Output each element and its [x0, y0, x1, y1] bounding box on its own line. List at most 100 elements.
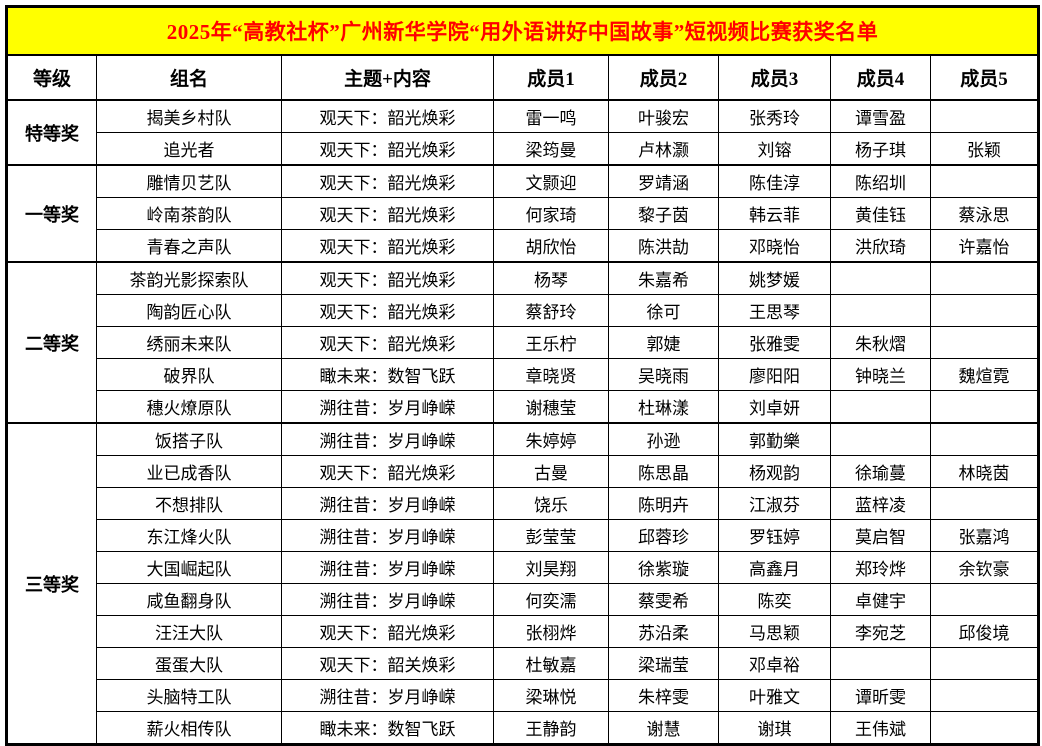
theme-cell: 观天下：韶光焕彩 — [281, 99, 494, 133]
member5-cell: 蔡泳思 — [930, 197, 1039, 230]
theme-cell: 溯往昔：岁月峥嵘 — [281, 487, 494, 520]
table-row: 青春之声队 观天下：韶光焕彩 胡欣怡 陈洪劼 邓晓怡 洪欣琦 许嘉怡 — [7, 229, 1039, 263]
member2-cell: 陈明卉 — [608, 487, 719, 520]
team-name-cell: 陶韵匠心队 — [96, 294, 282, 327]
member5-cell: 林晓茵 — [930, 455, 1039, 488]
member3-cell: 陈佳淳 — [718, 164, 831, 198]
table-row: 特等奖 揭美乡村队 观天下：韶光焕彩 雷一鸣 叶骏宏 张秀玲 谭雪盈 — [6, 99, 1039, 166]
team-name-cell: 咸鱼翻身队 — [96, 583, 282, 616]
member3-cell: 王思琴 — [718, 294, 831, 327]
member1-cell: 蔡舒玲 — [493, 294, 609, 327]
page-title: 2025年“高教社杯”广州新华学院“用外语讲好中国故事”短视频比赛获奖名单 — [6, 6, 1039, 56]
member2-cell: 徐紫璇 — [608, 551, 719, 584]
theme-cell: 观天下：韶光焕彩 — [281, 615, 494, 648]
award-level-cell: 三等奖 — [6, 422, 97, 745]
table-row: 头脑特工队 溯往昔：岁月峥嵘 梁琳悦 朱梓雯 叶雅文 谭昕雯 — [7, 679, 1039, 712]
member1-cell: 何奕濡 — [493, 583, 609, 616]
team-name-cell: 汪汪大队 — [96, 615, 282, 648]
member5-cell: 魏煊霓 — [930, 358, 1039, 391]
award-level-cell: 一等奖 — [6, 164, 97, 263]
member5-cell — [930, 326, 1039, 359]
member1-cell: 杜敏嘉 — [493, 647, 609, 680]
member4-cell: 黄佳钰 — [830, 197, 931, 230]
member1-cell: 王乐柠 — [493, 326, 609, 359]
theme-cell: 观天下：韶光焕彩 — [281, 197, 494, 230]
theme-cell: 瞰未来：数智飞跃 — [281, 358, 494, 391]
member2-cell: 杜琳漾 — [608, 390, 719, 424]
column-header-row: 等级 组名 主题+内容 成员1 成员2 成员3 成员4 成员5 — [6, 54, 1039, 101]
team-name-cell: 头脑特工队 — [96, 679, 282, 712]
theme-cell: 观天下：韶光焕彩 — [281, 455, 494, 488]
table-row: 汪汪大队 观天下：韶光焕彩 张栩烨 苏沿柔 马思颖 李宛芝 邱俊境 — [7, 615, 1039, 648]
member4-cell: 郑玲烨 — [830, 551, 931, 584]
member4-cell: 王伟斌 — [830, 711, 931, 745]
member1-cell: 梁琳悦 — [493, 679, 609, 712]
table-row: 蛋蛋大队 观天下：韶关焕彩 杜敏嘉 梁瑞莹 邓卓裕 — [7, 647, 1039, 680]
member5-cell — [930, 294, 1039, 327]
member2-cell: 卢林灏 — [608, 132, 719, 166]
member5-cell — [930, 261, 1039, 295]
team-name-cell: 穗火燎原队 — [96, 390, 282, 424]
table-row: 一等奖 雕情贝艺队 观天下：韶光焕彩 文颢迎 罗靖涵 陈佳淳 陈绍圳 — [6, 164, 1039, 263]
member1-cell: 刘昊翔 — [493, 551, 609, 584]
member5-cell: 张嘉鸿 — [930, 519, 1039, 552]
member5-cell — [930, 390, 1039, 424]
member1-cell: 古曼 — [493, 455, 609, 488]
award-level-cell: 二等奖 — [6, 261, 97, 424]
member2-cell: 罗靖涵 — [608, 164, 719, 198]
team-name-cell: 青春之声队 — [96, 229, 282, 263]
member1-cell: 胡欣怡 — [493, 229, 609, 263]
team-name-cell: 绣丽未来队 — [96, 326, 282, 359]
member4-cell: 杨子琪 — [830, 132, 931, 166]
table-row: 岭南茶韵队 观天下：韶光焕彩 何家琦 黎子茵 韩云菲 黄佳钰 蔡泳思 — [7, 197, 1039, 230]
table-row: 穗火燎原队 溯往昔：岁月峥嵘 谢穗莹 杜琳漾 刘卓妍 — [7, 390, 1039, 424]
col-header-member3: 成员3 — [718, 54, 831, 101]
team-name-cell: 破界队 — [96, 358, 282, 391]
member5-cell — [930, 487, 1039, 520]
member4-cell: 陈绍圳 — [830, 164, 931, 198]
member3-cell: 马思颖 — [718, 615, 831, 648]
table-row: 绣丽未来队 观天下：韶光焕彩 王乐柠 郭婕 张雅雯 朱秋熠 — [7, 326, 1039, 359]
member3-cell: 谢琪 — [718, 711, 831, 745]
member2-cell: 邱蓉珍 — [608, 519, 719, 552]
member4-cell: 蓝梓凌 — [830, 487, 931, 520]
member3-cell: 邓卓裕 — [718, 647, 831, 680]
theme-cell: 观天下：韶光焕彩 — [281, 326, 494, 359]
member5-cell — [930, 711, 1039, 745]
table-row: 不想排队 溯往昔：岁月峥嵘 饶乐 陈明卉 江淑芬 蓝梓凌 — [7, 487, 1039, 520]
member3-cell: 刘镕 — [718, 132, 831, 166]
member1-cell: 谢穗莹 — [493, 390, 609, 424]
member2-cell: 徐可 — [608, 294, 719, 327]
col-header-member2: 成员2 — [608, 54, 719, 101]
award-level-cell: 特等奖 — [6, 99, 97, 166]
member3-cell: 罗钰婷 — [718, 519, 831, 552]
member2-cell: 梁瑞莹 — [608, 647, 719, 680]
team-name-cell: 不想排队 — [96, 487, 282, 520]
table-row: 追光者 观天下：韶光焕彩 梁筠曼 卢林灏 刘镕 杨子琪 张颖 — [7, 132, 1039, 166]
member3-cell: 高鑫月 — [718, 551, 831, 584]
table-row: 咸鱼翻身队 溯往昔：岁月峥嵘 何奕濡 蔡雯希 陈奕 卓健宇 — [7, 583, 1039, 616]
table-row: 业已成香队 观天下：韶光焕彩 古曼 陈思晶 杨观韵 徐瑜蔓 林晓茵 — [7, 455, 1039, 488]
member5-cell — [930, 647, 1039, 680]
member1-cell: 饶乐 — [493, 487, 609, 520]
table-row: 破界队 瞰未来：数智飞跃 章晓贤 吴晓雨 廖阳阳 钟晓兰 魏煊霓 — [7, 358, 1039, 391]
member2-cell: 蔡雯希 — [608, 583, 719, 616]
table-row: 薪火相传队 瞰未来：数智飞跃 王静韵 谢慧 谢琪 王伟斌 — [7, 711, 1039, 745]
team-name-cell: 业已成香队 — [96, 455, 282, 488]
member2-cell: 朱嘉希 — [608, 261, 719, 295]
member4-cell — [830, 261, 931, 295]
member4-cell — [830, 647, 931, 680]
member2-cell: 叶骏宏 — [608, 99, 719, 133]
member2-cell: 黎子茵 — [608, 197, 719, 230]
member3-cell: 刘卓妍 — [718, 390, 831, 424]
team-name-cell: 蛋蛋大队 — [96, 647, 282, 680]
theme-cell: 观天下：韶关焕彩 — [281, 647, 494, 680]
member4-cell: 钟晓兰 — [830, 358, 931, 391]
title-row: 2025年“高教社杯”广州新华学院“用外语讲好中国故事”短视频比赛获奖名单 — [6, 6, 1039, 56]
table-row: 二等奖 茶韵光影探索队 观天下：韶光焕彩 杨琴 朱嘉希 姚梦媛 — [6, 261, 1039, 424]
team-name-cell: 茶韵光影探索队 — [96, 261, 282, 295]
member2-cell: 孙逊 — [608, 422, 719, 456]
col-header-member5: 成员5 — [930, 54, 1039, 101]
col-header-member1: 成员1 — [493, 54, 609, 101]
team-name-cell: 薪火相传队 — [96, 711, 282, 745]
